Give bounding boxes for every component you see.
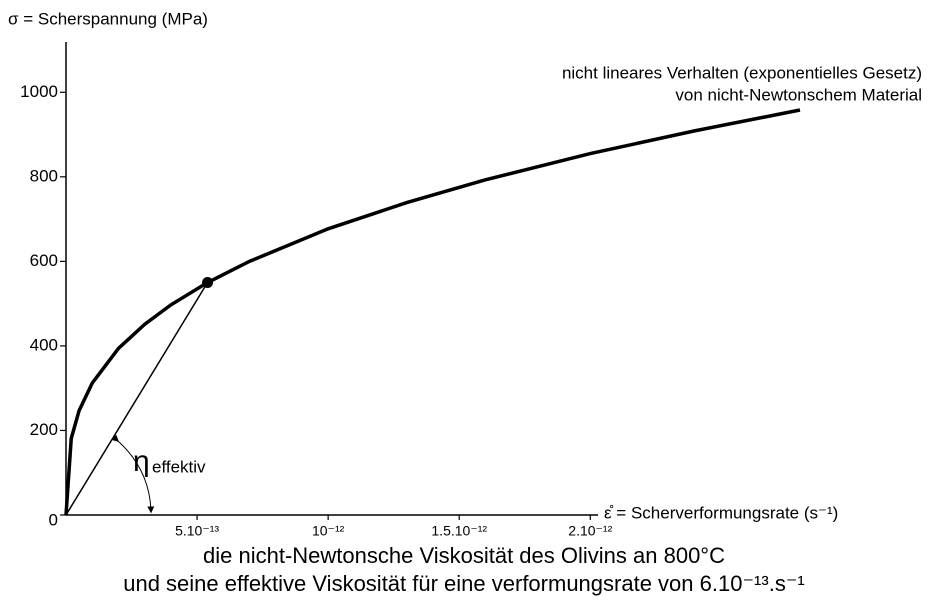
eta-text: effektiv	[152, 457, 206, 476]
x-tick-label: 2.10⁻¹²	[568, 523, 612, 539]
y-tick-label: 1000	[20, 82, 58, 101]
point	[202, 277, 214, 288]
caption: die nicht-Newtonsche Viskosität des Oliv…	[203, 543, 725, 568]
x-tick-label: 10⁻¹²	[312, 523, 345, 539]
y-tick-label: 400	[30, 335, 58, 354]
x-axis-label: ε̊ = Scherverformungsrate (s⁻¹)	[604, 503, 838, 522]
y-tick-label: 200	[30, 420, 58, 439]
caption: und seine effektive Viskosität für eine …	[123, 571, 805, 596]
y-axis-label: σ = Scherspannung (MPa)	[8, 9, 208, 28]
curve	[64, 108, 801, 516]
y-tick-label: 800	[30, 166, 58, 185]
secant-line	[65, 282, 209, 516]
eta-symbol: η	[133, 445, 150, 478]
annotation: von nicht-Newtonschem Material	[675, 85, 922, 104]
x-tick-label: 1.5.10⁻¹²	[431, 523, 487, 539]
annotation: nicht lineares Verhalten (exponentielles…	[562, 63, 922, 82]
y-tick-label: 0	[49, 510, 58, 529]
x-tick-label: 5.10⁻¹³	[175, 523, 219, 539]
eta-arc	[111, 434, 155, 514]
y-tick-label: 600	[30, 251, 58, 270]
